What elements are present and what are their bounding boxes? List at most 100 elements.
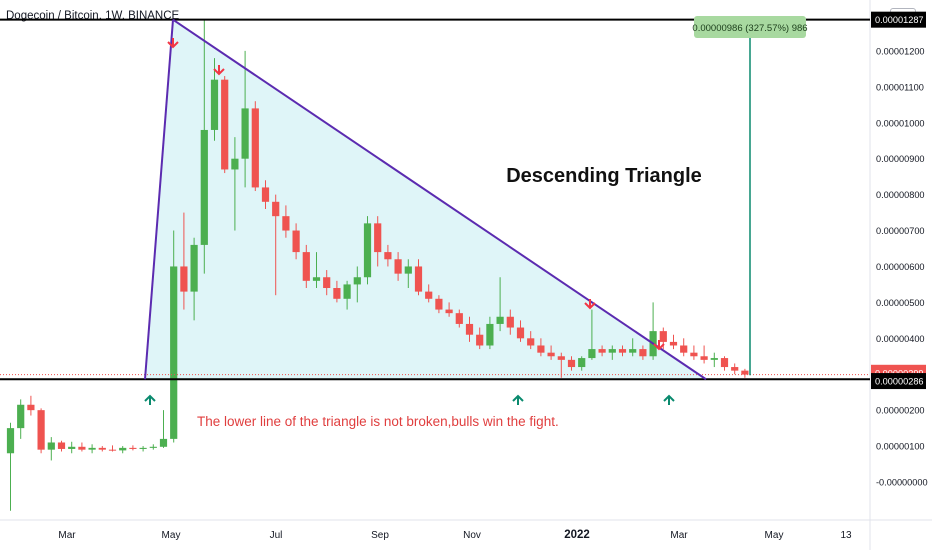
candle-body	[455, 313, 463, 324]
measure-label-bg	[694, 16, 806, 38]
candle-body	[149, 446, 157, 448]
candles-group	[6, 19, 749, 511]
candle-body	[567, 359, 576, 368]
candle-body	[598, 349, 606, 353]
candle-body	[98, 447, 106, 450]
candle-body	[700, 356, 708, 360]
candle-body	[302, 252, 310, 281]
candle-body	[445, 309, 453, 314]
price-tick-label: 0.00000500	[876, 298, 925, 308]
time-tick-label: Nov	[463, 530, 481, 541]
candle-body	[516, 327, 525, 339]
candle-body	[333, 288, 341, 299]
time-tick-label: Jul	[270, 530, 283, 541]
up-arrow-icon-head	[144, 394, 156, 402]
candle-body	[618, 349, 627, 353]
candle-body	[312, 277, 321, 281]
candle-body	[414, 266, 423, 292]
candle-body	[527, 338, 535, 346]
time-tick-label: Mar	[58, 530, 76, 541]
candle-body	[608, 349, 616, 353]
candle-body	[47, 442, 55, 450]
price-tick-label: 0.00000900	[876, 154, 925, 164]
candle-body	[353, 277, 361, 285]
down-arrow-icon-head	[584, 302, 596, 310]
time-tick-label: 13	[840, 530, 852, 541]
price-tick-label: 0.00000400	[876, 334, 925, 344]
up-arrow-icon-head	[512, 394, 524, 402]
candle-body	[108, 449, 117, 451]
price-tick-label: 0.00000200	[876, 406, 925, 416]
candle-body	[231, 158, 239, 170]
candle-body	[374, 223, 382, 253]
up-arrow-icon-head	[663, 394, 675, 402]
candle-body	[394, 259, 402, 274]
candle-body	[384, 252, 392, 260]
support-price-tag-bg	[871, 373, 926, 390]
candle-body	[710, 358, 718, 360]
price-tick-label: 0.00000700	[876, 226, 925, 236]
candle-body	[27, 404, 35, 411]
time-tick-label: Sep	[371, 530, 389, 541]
candle-body	[588, 349, 596, 359]
candle-body	[200, 129, 208, 245]
candle-body	[190, 244, 198, 292]
time-tick-label: May	[162, 530, 181, 541]
candle-body	[496, 316, 504, 324]
candle-body	[251, 108, 259, 188]
candle-body	[292, 230, 300, 253]
candle-body	[57, 442, 66, 449]
time-tick-label: Mar	[670, 530, 688, 541]
pattern-label: Descending Triangle	[506, 165, 702, 187]
candle-body	[6, 428, 15, 454]
candle-body	[720, 358, 729, 368]
triangle-left-edge	[144, 19, 174, 380]
price-tick-label: 0.00001000	[876, 118, 925, 128]
candle-body	[465, 323, 474, 335]
price-tick-label: 0.00001100	[876, 82, 924, 92]
candle-body	[578, 358, 586, 368]
candle-body	[476, 334, 484, 346]
candle-body	[547, 352, 555, 357]
candle-body	[506, 316, 514, 328]
down-arrow-icon-head	[213, 68, 225, 76]
candle-body	[170, 266, 178, 439]
candle-body	[690, 352, 698, 357]
candle-body	[210, 79, 219, 130]
price-axis: 0.000013000.000012000.000011000.00001000…	[876, 11, 928, 488]
support-price-tag: 0.00000286	[875, 377, 924, 387]
candle-body	[129, 447, 137, 449]
down-arrow-icon-head	[653, 343, 665, 351]
candle-body	[323, 277, 331, 289]
candle-body	[343, 284, 351, 299]
candle-body	[404, 266, 412, 274]
resistance-price-tag-bg	[871, 11, 926, 28]
candle-body	[37, 410, 45, 450]
time-tick-label: 2022	[564, 529, 590, 541]
candle-body	[78, 446, 86, 450]
candle-body	[68, 446, 76, 449]
candle-body	[486, 323, 494, 346]
price-tick-label: 0.00001200	[876, 46, 925, 56]
candle-body	[180, 266, 188, 292]
candle-body	[425, 291, 433, 299]
candle-body	[119, 447, 127, 451]
candle-body	[537, 345, 545, 353]
price-tick-label: 0.00000600	[876, 262, 925, 272]
candle-body	[272, 201, 280, 217]
candle-body	[241, 108, 249, 159]
price-tick-label: -0.00000000	[876, 478, 928, 488]
candle-body	[139, 447, 147, 449]
candle-body	[669, 341, 678, 346]
price-tick-label: 0.00000800	[876, 190, 925, 200]
candle-body	[639, 349, 647, 357]
candle-body	[282, 216, 290, 231]
candle-body	[435, 298, 443, 310]
candle-body	[363, 223, 372, 278]
candle-body	[557, 356, 565, 360]
candle-body	[629, 349, 637, 353]
candle-body	[261, 187, 270, 202]
candle-body	[221, 79, 229, 170]
